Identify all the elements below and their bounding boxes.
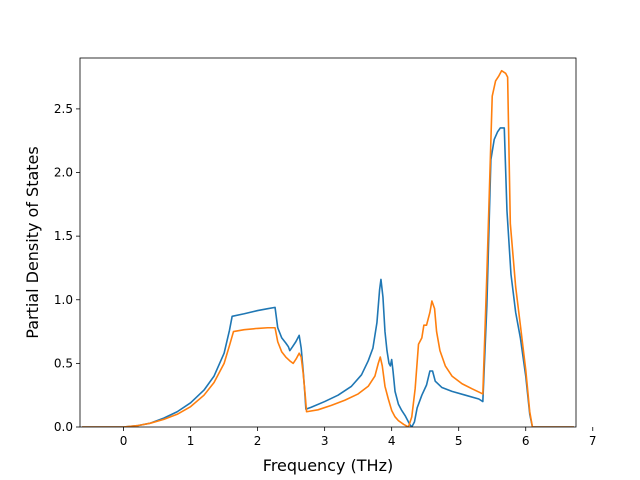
x-axis-label: Frequency (THz) [263, 456, 393, 475]
y-tick-label: 2.5 [54, 102, 73, 116]
x-tick-label: 5 [455, 434, 463, 448]
x-axis-ticks: 0 1 2 3 4 5 6 7 [120, 427, 597, 448]
x-tick-label: 4 [388, 434, 396, 448]
series-line-2 [82, 69, 574, 427]
y-tick-label: 1.0 [54, 293, 73, 307]
plot-lines [82, 69, 574, 427]
y-tick-label: 1.5 [54, 229, 73, 243]
y-axis-ticks: 0.0 0.5 1.0 1.5 2.0 2.5 [54, 102, 80, 434]
y-tick-label: 2.0 [54, 166, 73, 180]
x-tick-label: 6 [522, 434, 530, 448]
y-tick-label: 0.5 [54, 356, 73, 370]
y-tick-label: 0.0 [54, 420, 73, 434]
x-tick-label: 1 [187, 434, 195, 448]
x-tick-label: 7 [589, 434, 597, 448]
plot-frame [79, 57, 577, 428]
y-axis-label: Partial Density of States [23, 146, 42, 338]
series-line-1 [82, 127, 574, 427]
x-tick-label: 2 [254, 434, 262, 448]
x-tick-label: 3 [321, 434, 329, 448]
x-tick-label: 0 [120, 434, 128, 448]
